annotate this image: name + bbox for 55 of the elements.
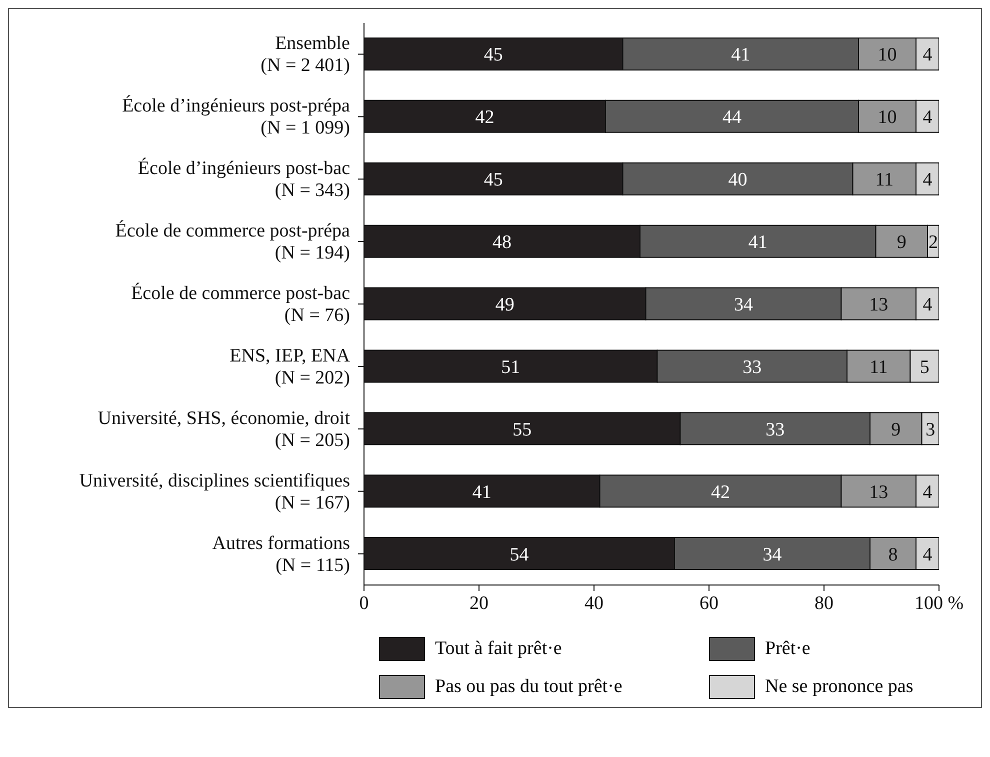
data-label: 41	[748, 232, 768, 254]
y-tick-label: Autres formations (N = 115)	[212, 532, 350, 576]
x-tick-label: 80	[814, 593, 834, 614]
data-label: 9	[896, 232, 906, 254]
data-label: 4	[922, 107, 933, 128]
data-label: 5	[920, 356, 930, 378]
data-label: 45	[484, 44, 503, 66]
y-tick-label: École d’ingénieurs post-prépa (N = 1 099)	[122, 94, 351, 139]
y-tick-label: École d’ingénieurs post-bac (N = 343)	[138, 157, 350, 202]
legend-label: Ne se prononce pas	[764, 675, 914, 699]
data-label: 2	[928, 232, 938, 254]
data-label: 4	[922, 294, 933, 316]
data-label: 3	[926, 419, 936, 440]
data-label: 10	[878, 44, 897, 66]
data-label: 13	[869, 482, 888, 503]
legend-label: Prêt·e	[764, 637, 812, 661]
data-label: 34	[762, 544, 782, 566]
y-tick-label: Ensemble (N = 2 401)	[260, 33, 350, 76]
data-label: 45	[484, 170, 503, 191]
y-tick-label: École de commerce post-prépa (N = 194)	[115, 220, 351, 264]
data-label: 13	[869, 294, 888, 316]
data-label: 4	[922, 44, 933, 66]
data-label: 4	[922, 544, 933, 566]
data-label: 41	[731, 44, 750, 66]
data-label: 55	[512, 419, 532, 440]
data-label: 33	[766, 419, 785, 440]
y-tick-label: École de commerce post-bac (N = 76)	[131, 282, 350, 326]
data-label: 9	[891, 419, 901, 440]
data-label: 40	[728, 170, 748, 191]
data-label: 41	[472, 482, 492, 503]
x-tick-label: 40	[584, 593, 604, 614]
x-tick-label: 100 %	[914, 593, 964, 614]
data-label: 49	[495, 294, 514, 316]
legend-label: Tout à fait prêt·e	[434, 637, 563, 661]
x-tick-label: 60	[700, 593, 718, 614]
legend-label: Pas ou pas du tout prêt·e	[434, 675, 624, 699]
data-label: 33	[742, 356, 762, 378]
data-label: 11	[875, 170, 894, 191]
y-tick-label: Université, SHS, économie, droit (N = 205)	[98, 408, 351, 451]
data-label: 42	[711, 482, 730, 503]
data-label: 34	[734, 294, 754, 316]
data-label: 42	[475, 107, 494, 128]
data-label: 4	[922, 170, 933, 191]
x-tick-label: 0	[359, 593, 369, 614]
y-tick-label: Université, disciplines scientifiques (N = 167)	[79, 470, 350, 514]
data-label: 8	[888, 544, 898, 566]
data-label: 48	[492, 232, 512, 254]
data-label: 4	[922, 482, 933, 503]
data-label: 51	[501, 356, 520, 378]
x-tick-label: 20	[470, 593, 488, 614]
data-label: 54	[510, 544, 530, 566]
data-label: 44	[722, 107, 742, 128]
data-label: 10	[878, 107, 897, 128]
data-label: 11	[869, 356, 888, 378]
y-tick-label: ENS, IEP, ENA (N = 202)	[230, 345, 350, 388]
